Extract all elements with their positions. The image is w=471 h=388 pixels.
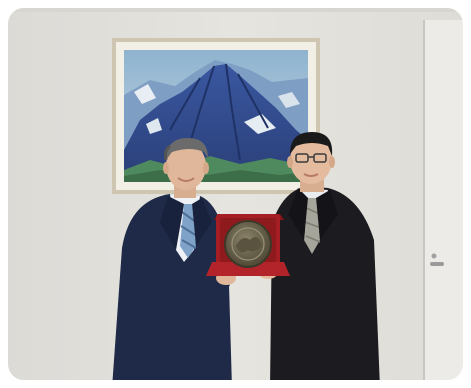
person-right [258, 132, 380, 382]
door-handle [430, 262, 444, 266]
mountain-painting [112, 38, 320, 194]
person-left [112, 138, 236, 382]
face-left [166, 142, 206, 190]
glasses [295, 153, 327, 163]
ceiling-edge [6, 6, 465, 12]
face-right [290, 136, 332, 184]
commemorative-plaque [206, 214, 290, 276]
door [423, 20, 465, 382]
